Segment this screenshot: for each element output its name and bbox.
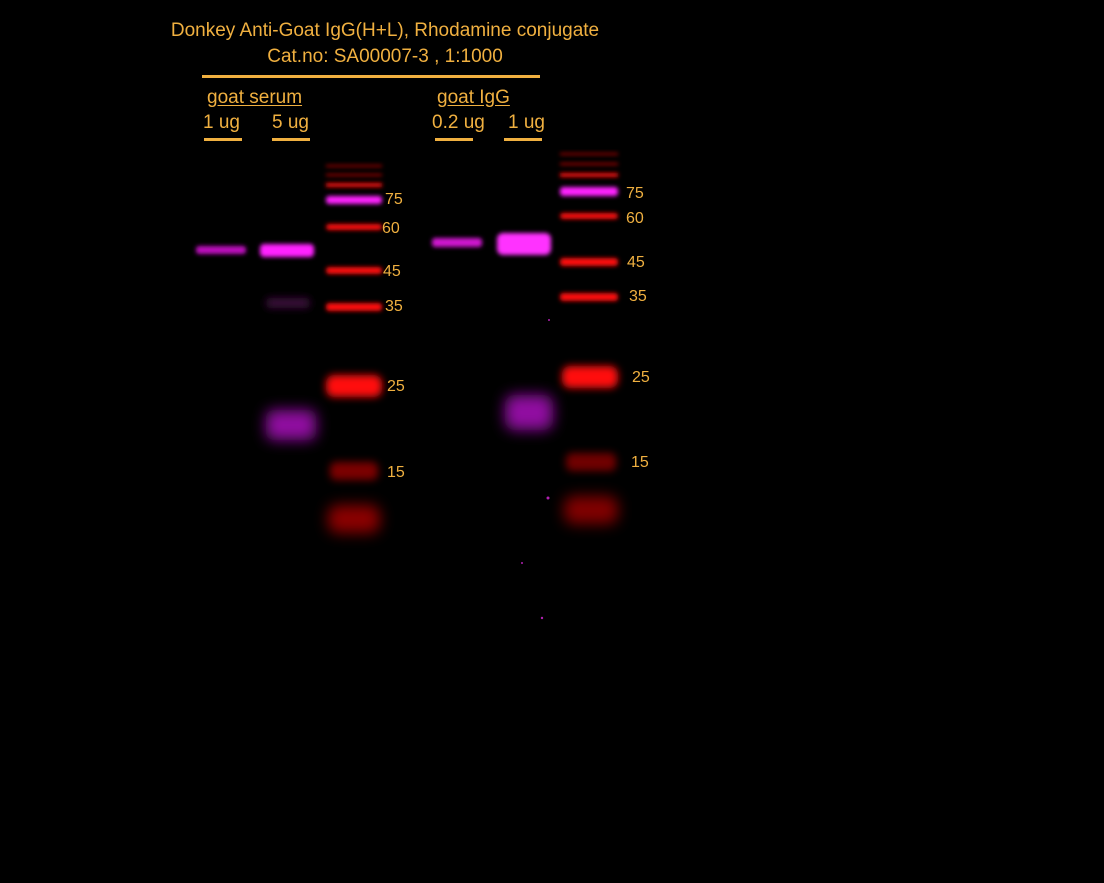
lane-label-serum-1: 1 ug [203,112,240,133]
catalog-number: Cat.no: SA00007-3 , 1:1000 [267,46,503,67]
lane-bar-serum-2 [272,138,310,141]
group-label-serum: goat serum [207,87,303,108]
marker-left-60: 60 [382,220,400,237]
marker-right-35: 35 [629,288,647,305]
sample-lane-igg-0-2ug [432,238,482,247]
lane-label-igg-2: 1 ug [508,112,545,133]
marker-right-60: 60 [626,210,644,227]
ladder-lane-left [326,165,382,533]
sample-lane-igg-1ug [497,233,553,430]
blot-title: Donkey Anti-Goat IgG(H+L), Rhodamine con… [170,20,600,41]
lane-bar-serum-1 [204,138,242,141]
sample-lane-serum-5ug [260,244,316,440]
title-divider [202,75,540,78]
marker-right-45: 45 [627,254,645,271]
lane-bar-igg-1 [435,138,473,141]
marker-right-25: 25 [632,369,650,386]
marker-left-35: 35 [385,298,403,315]
gel-speckles [521,319,550,620]
marker-left-15: 15 [387,464,405,481]
sample-lane-serum-1ug [196,246,246,254]
lane-label-igg-1: 0.2 ug [432,112,485,133]
group-label-igg: goat IgG [437,87,510,108]
marker-left-45: 45 [383,263,401,280]
lane-bar-igg-2 [504,138,542,141]
ladder-lane-right [560,153,618,524]
marker-right-75: 75 [626,185,644,202]
marker-right-15: 15 [631,454,649,471]
marker-left-75: 75 [385,191,403,208]
marker-left-25: 25 [387,378,405,395]
lane-label-serum-2: 5 ug [272,112,309,133]
